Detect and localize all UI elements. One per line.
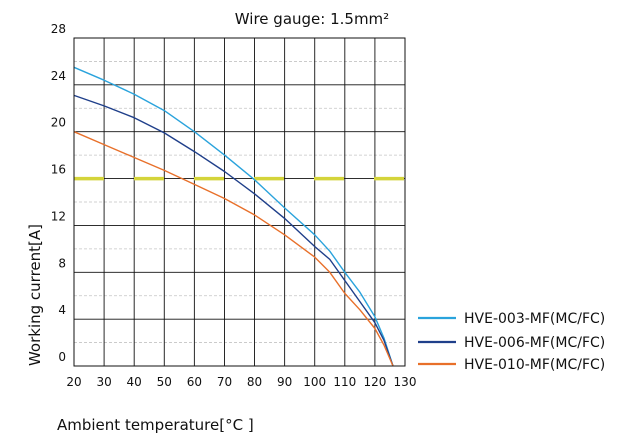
x-tick-label: 60 xyxy=(187,375,202,389)
x-axis-label: Ambient temperature[°C ] xyxy=(57,416,254,434)
x-tick-label: 90 xyxy=(277,375,292,389)
legend-label-3: HVE-010-MF(MC/FC) xyxy=(464,357,605,373)
y-axis-label: Working current[A] xyxy=(26,224,44,366)
x-tick-label: 40 xyxy=(127,375,142,389)
y-tick-label: 0 xyxy=(58,350,66,364)
x-tick-label: 120 xyxy=(363,375,386,389)
y-tick-label: 24 xyxy=(51,69,66,83)
series-line-1 xyxy=(73,66,394,367)
y-tick-label: 20 xyxy=(51,116,66,130)
y-tick-label: 4 xyxy=(58,303,66,317)
chart-title: Wire gauge: 1.5mm² xyxy=(235,10,389,28)
x-tick-label: 100 xyxy=(303,375,326,389)
y-tick-label: 16 xyxy=(51,163,66,177)
x-tick-label: 30 xyxy=(96,375,111,389)
y-tick-label: 12 xyxy=(51,209,66,223)
x-tick-labels: 20 30 40 50 60 70 80 90 100 110 120 130 xyxy=(66,375,416,389)
legend-label-2: HVE-006-MF(MC/FC) xyxy=(464,335,605,351)
legend-label-1: HVE-003-MF(MC/FC) xyxy=(464,311,605,327)
x-tick-label: 20 xyxy=(66,375,81,389)
series-line-3 xyxy=(73,131,394,367)
x-tick-label: 110 xyxy=(333,375,356,389)
x-tick-label: 70 xyxy=(217,375,232,389)
y-tick-labels: 0 4 8 12 16 20 24 28 xyxy=(51,22,66,364)
y-tick-label: 28 xyxy=(51,22,66,36)
plot-frame xyxy=(73,37,406,367)
x-tick-label: 130 xyxy=(394,375,417,389)
x-tick-label: 50 xyxy=(157,375,172,389)
series-line-2 xyxy=(73,94,394,367)
grid xyxy=(73,37,406,367)
series-layer xyxy=(73,66,394,367)
x-tick-label: 80 xyxy=(247,375,262,389)
y-tick-label: 8 xyxy=(58,256,66,270)
legend: HVE-003-MF(MC/FC) HVE-006-MF(MC/FC) HVE-01… xyxy=(418,311,605,373)
